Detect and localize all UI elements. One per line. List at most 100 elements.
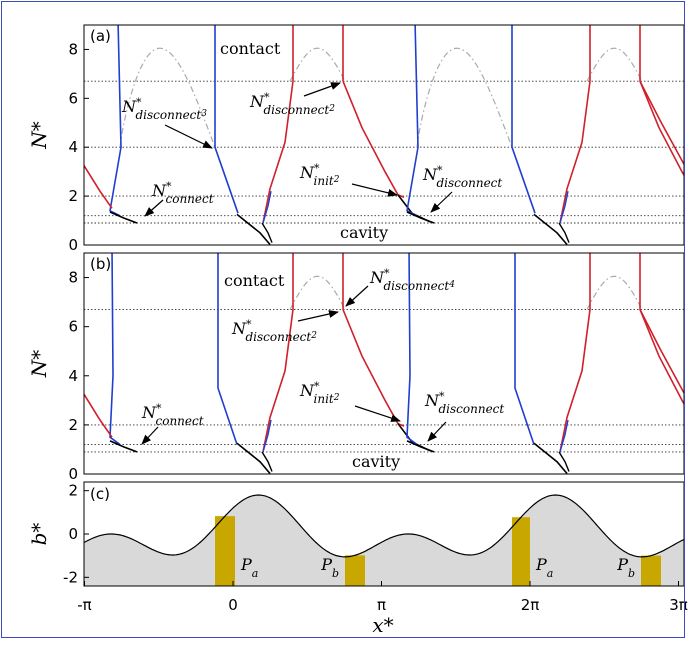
- curve-red-descend-a-0: [342, 80, 405, 199]
- curve-black-min-a-0: [109, 211, 138, 224]
- annotation-b-1: N* disconnect2: [231, 318, 317, 345]
- ytick-label-c-1: 0: [68, 525, 78, 543]
- arc-gray-a-0-1: [289, 47, 346, 82]
- arrow-a-1: [303, 82, 341, 97]
- curve-blue-vertical-a-0: [214, 25, 239, 214]
- arrow-b-0: [345, 285, 369, 307]
- curve-blue-vertical-b-1: [514, 253, 535, 445]
- annotation-a-4: N* disconnect: [422, 164, 502, 191]
- curve-blue-descend-a-1: [406, 25, 419, 217]
- curve-red-descend-b-0: [342, 309, 405, 427]
- ylabel-a: N*: [27, 121, 51, 150]
- ytick-label-c-2: 2: [68, 482, 78, 500]
- panel-c: Pa Pb Pa Pb-202-π 0 π 2π 3π(c)b*x*: [27, 481, 688, 637]
- pad-region-1: [345, 555, 365, 586]
- arrow-b-2: [141, 426, 159, 445]
- curve-blue-vertical-b-0: [217, 253, 238, 445]
- xtick-label-c-2: π: [377, 596, 386, 614]
- annotation-a-3: N* init2: [299, 162, 340, 189]
- curve-red-descend-b-1: [639, 309, 684, 406]
- curve-blue-descend-b-1: [406, 253, 418, 446]
- ytick-label-b-4: 8: [68, 269, 78, 287]
- arc-gray-a-1-0: [416, 47, 513, 148]
- ytick-label-b-3: 6: [68, 318, 78, 336]
- ytick-label-b-1: 2: [68, 416, 78, 434]
- arrow-a-0: [164, 124, 213, 149]
- annotation-a-1: N* disconnect2: [249, 91, 335, 118]
- curve-black-tail-b-0: [261, 451, 273, 472]
- ytick-label-b-0: 0: [68, 465, 78, 483]
- arc-gray-a-0-0: [119, 47, 216, 148]
- curve-blue-rise-a-1: [559, 191, 569, 224]
- region-contact-a: contact: [220, 39, 281, 58]
- curve-red-left-a: [84, 165, 113, 209]
- ytick-label-c-0: -2: [63, 568, 78, 586]
- curve-black-init-b-0: [397, 423, 431, 452]
- ytick-label-a-0: 0: [68, 236, 78, 254]
- curve-blue-rise-b-1: [559, 419, 569, 453]
- annotation-b-0: N* disconnect4: [369, 267, 455, 294]
- ytick-label-b-2: 4: [68, 367, 78, 385]
- region-cavity-a: cavity: [340, 223, 388, 242]
- pad-region-2: [512, 517, 530, 586]
- panel-label-c: (c): [90, 485, 110, 503]
- arrow-a-3: [351, 183, 398, 197]
- xtick-label-c-1: 0: [228, 596, 238, 614]
- curve-red-rise-a-0: [262, 81, 294, 224]
- curve-red-rise-a-1: [559, 81, 591, 224]
- panel-b: 0 2 4 6 8 (b) N* contact cavity N* disconnect4 N* di…: [27, 252, 685, 483]
- region-cavity-b: cavity: [352, 452, 400, 471]
- curve-black-cavity-a-0: [236, 213, 271, 245]
- annotation-b-3: N* init2: [299, 380, 340, 407]
- ytick-label-a-2: 4: [68, 138, 78, 156]
- curve-black-cavity-b-0: [236, 442, 271, 474]
- arrow-b-4: [427, 421, 447, 442]
- curve-black-cavity-b-1: [533, 442, 568, 474]
- curve-black-tail-b-1: [558, 451, 570, 472]
- arc-gray-b-0-0: [289, 275, 346, 310]
- ylabel-b: N*: [27, 350, 51, 379]
- annotation-b-4: N* disconnect: [424, 390, 504, 417]
- annotation-b-2: N* connect: [141, 402, 204, 429]
- curve-black-min-b-1: [406, 440, 435, 453]
- curve-red-rise-b-0: [262, 309, 294, 453]
- panel-label-a: (a): [90, 27, 111, 45]
- xtick-label-c-0: -π: [77, 596, 91, 614]
- curve-blue-descend-b-0: [109, 253, 121, 446]
- curve-blue-descend-a-0: [109, 25, 122, 217]
- arrow-a-4: [430, 191, 453, 213]
- arrow-b-1: [297, 310, 339, 322]
- xlabel-c: x*: [372, 613, 393, 637]
- curve-blue-rise-b-0: [262, 419, 272, 453]
- arc-gray-a-1-1: [586, 47, 643, 82]
- plot-area-b: [84, 253, 684, 474]
- curve-blue-rise-a-0: [262, 191, 272, 224]
- ytick-label-a-3: 6: [68, 89, 78, 107]
- curve-red-descend-a-1: [639, 80, 684, 177]
- curve-red-left-b: [84, 393, 113, 438]
- curve-red-rise-b-1: [559, 309, 591, 453]
- curve-red-right-a: [639, 80, 684, 165]
- curve-black-min-a-1: [406, 211, 435, 224]
- curve-black-cavity-a-1: [533, 213, 568, 245]
- arrow-a-2: [144, 199, 164, 217]
- curve-black-tail-a-0: [261, 222, 273, 243]
- plot-area-a: [84, 25, 684, 245]
- ytick-label-a-4: 8: [68, 40, 78, 58]
- xtick-label-c-3: 2π: [521, 596, 540, 614]
- panel-a: 0 2 4 6 8 (a) N* contact cavity N* disconnect3 N* di…: [27, 24, 685, 254]
- curve-black-init-a-0: [397, 194, 431, 223]
- arc-gray-b-1-0: [586, 275, 643, 310]
- curve-b-profile: [83, 494, 685, 558]
- pad-region-3: [641, 555, 661, 586]
- curve-black-tail-a-1: [558, 222, 570, 243]
- arrow-b-3: [354, 405, 401, 422]
- region-contact-b: contact: [224, 271, 285, 290]
- pad-region-0: [215, 516, 235, 586]
- panel-label-b: (b): [90, 255, 111, 273]
- ytick-label-a-1: 2: [68, 187, 78, 205]
- axes-box-a: [83, 24, 685, 246]
- xtick-label-c-4: 3π: [669, 596, 688, 614]
